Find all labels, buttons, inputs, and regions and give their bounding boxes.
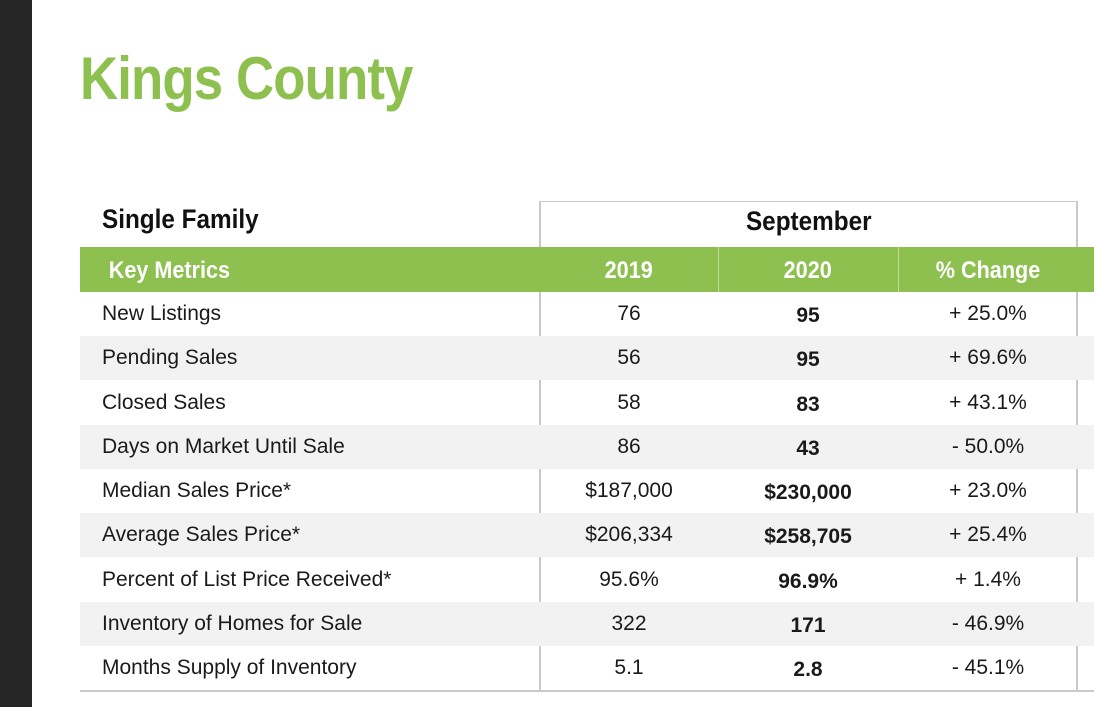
value-2019: $187,000	[585, 479, 673, 502]
percent-change: + 25.4%	[949, 523, 1027, 546]
percent-change: - 46.9%	[951, 612, 1025, 635]
metric-name: Months Supply of Inventory	[102, 656, 357, 679]
header-percent-change: % Change	[898, 247, 1078, 292]
percent-change: + 25.0%	[949, 302, 1027, 325]
metric-name: Median Sales Price*	[102, 479, 292, 502]
metric-name: Percent of List Price Received*	[102, 568, 392, 591]
table-row: Days on Market Until Sale 86 43 - 50.0%	[80, 425, 1094, 469]
value-2020: 2.8	[793, 658, 823, 681]
value-2019: 95.6%	[599, 568, 659, 591]
percent-change: + 43.1%	[949, 391, 1027, 414]
table-row: Inventory of Homes for Sale 322 171 - 46…	[80, 602, 1094, 646]
value-2020: 83	[796, 393, 820, 416]
period-label: September	[541, 206, 1077, 237]
table-bottom-rule	[80, 690, 1094, 692]
value-2019: 86	[617, 435, 641, 458]
metric-name: Inventory of Homes for Sale	[102, 612, 363, 635]
metric-name: Days on Market Until Sale	[102, 435, 345, 458]
table-row: Closed Sales 58 83 + 43.1%	[80, 381, 1094, 425]
page-title: Kings County	[80, 45, 414, 112]
percent-change: + 23.0%	[949, 479, 1027, 502]
value-2020: $258,705	[764, 525, 852, 548]
header-separator	[898, 247, 899, 292]
value-2020: 43	[796, 437, 820, 460]
table-row: Months Supply of Inventory 5.1 2.8 - 45.…	[80, 646, 1094, 690]
period-label-text: September	[746, 206, 872, 236]
table-header-band	[80, 247, 1094, 292]
value-2019: 76	[617, 302, 641, 325]
header-separator	[718, 247, 719, 292]
period-box-top-rule	[540, 201, 1078, 202]
header-2019-text: 2019	[604, 257, 654, 284]
value-2019: 58	[617, 391, 641, 414]
metric-name: Average Sales Price*	[102, 523, 301, 546]
value-2020: 171	[790, 614, 826, 637]
header-2020: 2020	[718, 247, 898, 292]
left-edge-bar	[0, 0, 32, 707]
header-key-metrics-text: Key Metrics	[108, 257, 230, 284]
value-2020: $230,000	[764, 481, 852, 504]
value-2020: 95	[796, 348, 820, 371]
percent-change: + 1.4%	[955, 568, 1021, 591]
value-2019: 5.1	[614, 656, 644, 679]
value-2019: $206,334	[585, 523, 673, 546]
header-key-metrics: Key Metrics	[102, 247, 237, 292]
percent-change: - 50.0%	[951, 435, 1025, 458]
percent-change: + 69.6%	[949, 346, 1027, 369]
percent-change: - 45.1%	[951, 656, 1025, 679]
table-row: Percent of List Price Received* 95.6% 96…	[80, 558, 1094, 602]
metric-name: Closed Sales	[102, 391, 226, 414]
table-row: Pending Sales 56 95 + 69.6%	[80, 336, 1094, 380]
value-2020: 96.9%	[778, 570, 838, 593]
table-row: Median Sales Price* $187,000 $230,000 + …	[80, 469, 1094, 513]
table-row: Average Sales Price* $206,334 $258,705 +…	[80, 513, 1094, 557]
value-2020: 95	[796, 304, 820, 327]
metric-name: Pending Sales	[102, 346, 238, 369]
header-2020-text: 2020	[783, 257, 833, 284]
property-type-label: Single Family	[102, 204, 259, 234]
table-row: New Listings 76 95 + 25.0%	[80, 292, 1094, 336]
header-2019: 2019	[540, 247, 718, 292]
value-2019: 56	[617, 346, 641, 369]
value-2019: 322	[611, 612, 647, 635]
metric-name: New Listings	[102, 302, 222, 325]
header-percent-change-text: % Change	[935, 257, 1041, 284]
